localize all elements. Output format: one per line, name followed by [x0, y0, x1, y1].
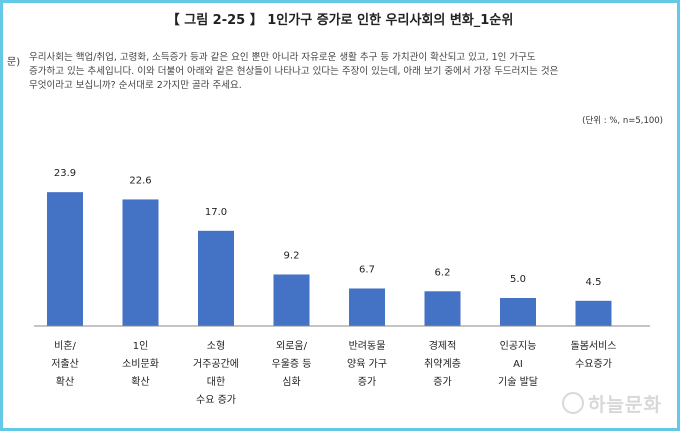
- category-label: 외로움/: [276, 340, 308, 352]
- data-label: 6.7: [359, 264, 375, 275]
- category-label: 확산: [131, 376, 149, 388]
- category-label: 확산: [56, 376, 74, 388]
- category-label: 비혼/: [54, 339, 76, 352]
- data-label: 6.2: [435, 267, 451, 278]
- category-label: 증가: [358, 376, 376, 388]
- bar: [424, 291, 461, 326]
- bar: [349, 288, 385, 326]
- category-label: 수요 증가: [196, 394, 236, 406]
- bar: [122, 199, 159, 326]
- category-label: 양육 가구: [347, 358, 387, 370]
- unit-note: (단위 : %, n=5,100): [582, 116, 663, 126]
- bar: [198, 230, 234, 326]
- bar: [273, 274, 310, 326]
- watermark: 하늘문화: [562, 390, 662, 417]
- data-label: 4.5: [586, 277, 602, 288]
- category-label: 저출산: [51, 358, 79, 370]
- question-marker: 문): [7, 57, 21, 68]
- watermark-logo-icon: [562, 392, 585, 414]
- data-label: 22.6: [129, 175, 151, 186]
- bar: [575, 300, 612, 326]
- data-label: 23.9: [54, 168, 76, 179]
- category-label: 경제적: [429, 339, 457, 352]
- data-label: 17.0: [205, 207, 227, 218]
- category-label: 소형: [207, 340, 225, 352]
- data-label: 9.2: [284, 250, 300, 261]
- category-label: AI: [513, 359, 523, 370]
- bar: [47, 192, 83, 326]
- category-label: 심화: [282, 376, 300, 388]
- question-line: 무엇이라고 보십니까? 순서대로 2가지만 골라 주세요.: [29, 80, 242, 91]
- bar: [500, 298, 536, 326]
- category-label: 대한: [207, 376, 225, 388]
- question-line: 우리사회는 핵업/취업, 고령화, 소득증가 등과 같은 요인 뿐만 아니라 자…: [29, 52, 536, 63]
- category-label: 인공지능: [500, 340, 537, 352]
- category-label: 증가: [433, 376, 451, 388]
- category-label: 취약계층: [424, 358, 461, 370]
- watermark-text: 하늘문화: [588, 394, 662, 416]
- category-label: 수요증가: [575, 358, 612, 370]
- category-label: 돌봄서비스: [571, 340, 617, 352]
- figure-title: 【 그림 2-25 】 1인가구 증가로 인한 우리사회의 변화_1순위: [166, 13, 514, 28]
- question-text: 우리사회는 핵업/취업, 고령화, 소득증가 등과 같은 요인 뿐만 아니라 자…: [29, 51, 629, 93]
- data-label: 5.0: [510, 274, 526, 285]
- category-label: 반려동물: [349, 340, 386, 352]
- category-label: 거주공간에: [193, 358, 239, 370]
- category-label: 우울증 등: [272, 358, 312, 370]
- category-label: 기술 발달: [498, 376, 538, 388]
- question-line: 증가하고 있는 추세입니다. 이와 더불어 아래와 같은 현상들이 나타나고 있…: [29, 66, 559, 77]
- category-label: 소비문화: [122, 358, 159, 370]
- category-label: 1인: [133, 340, 149, 352]
